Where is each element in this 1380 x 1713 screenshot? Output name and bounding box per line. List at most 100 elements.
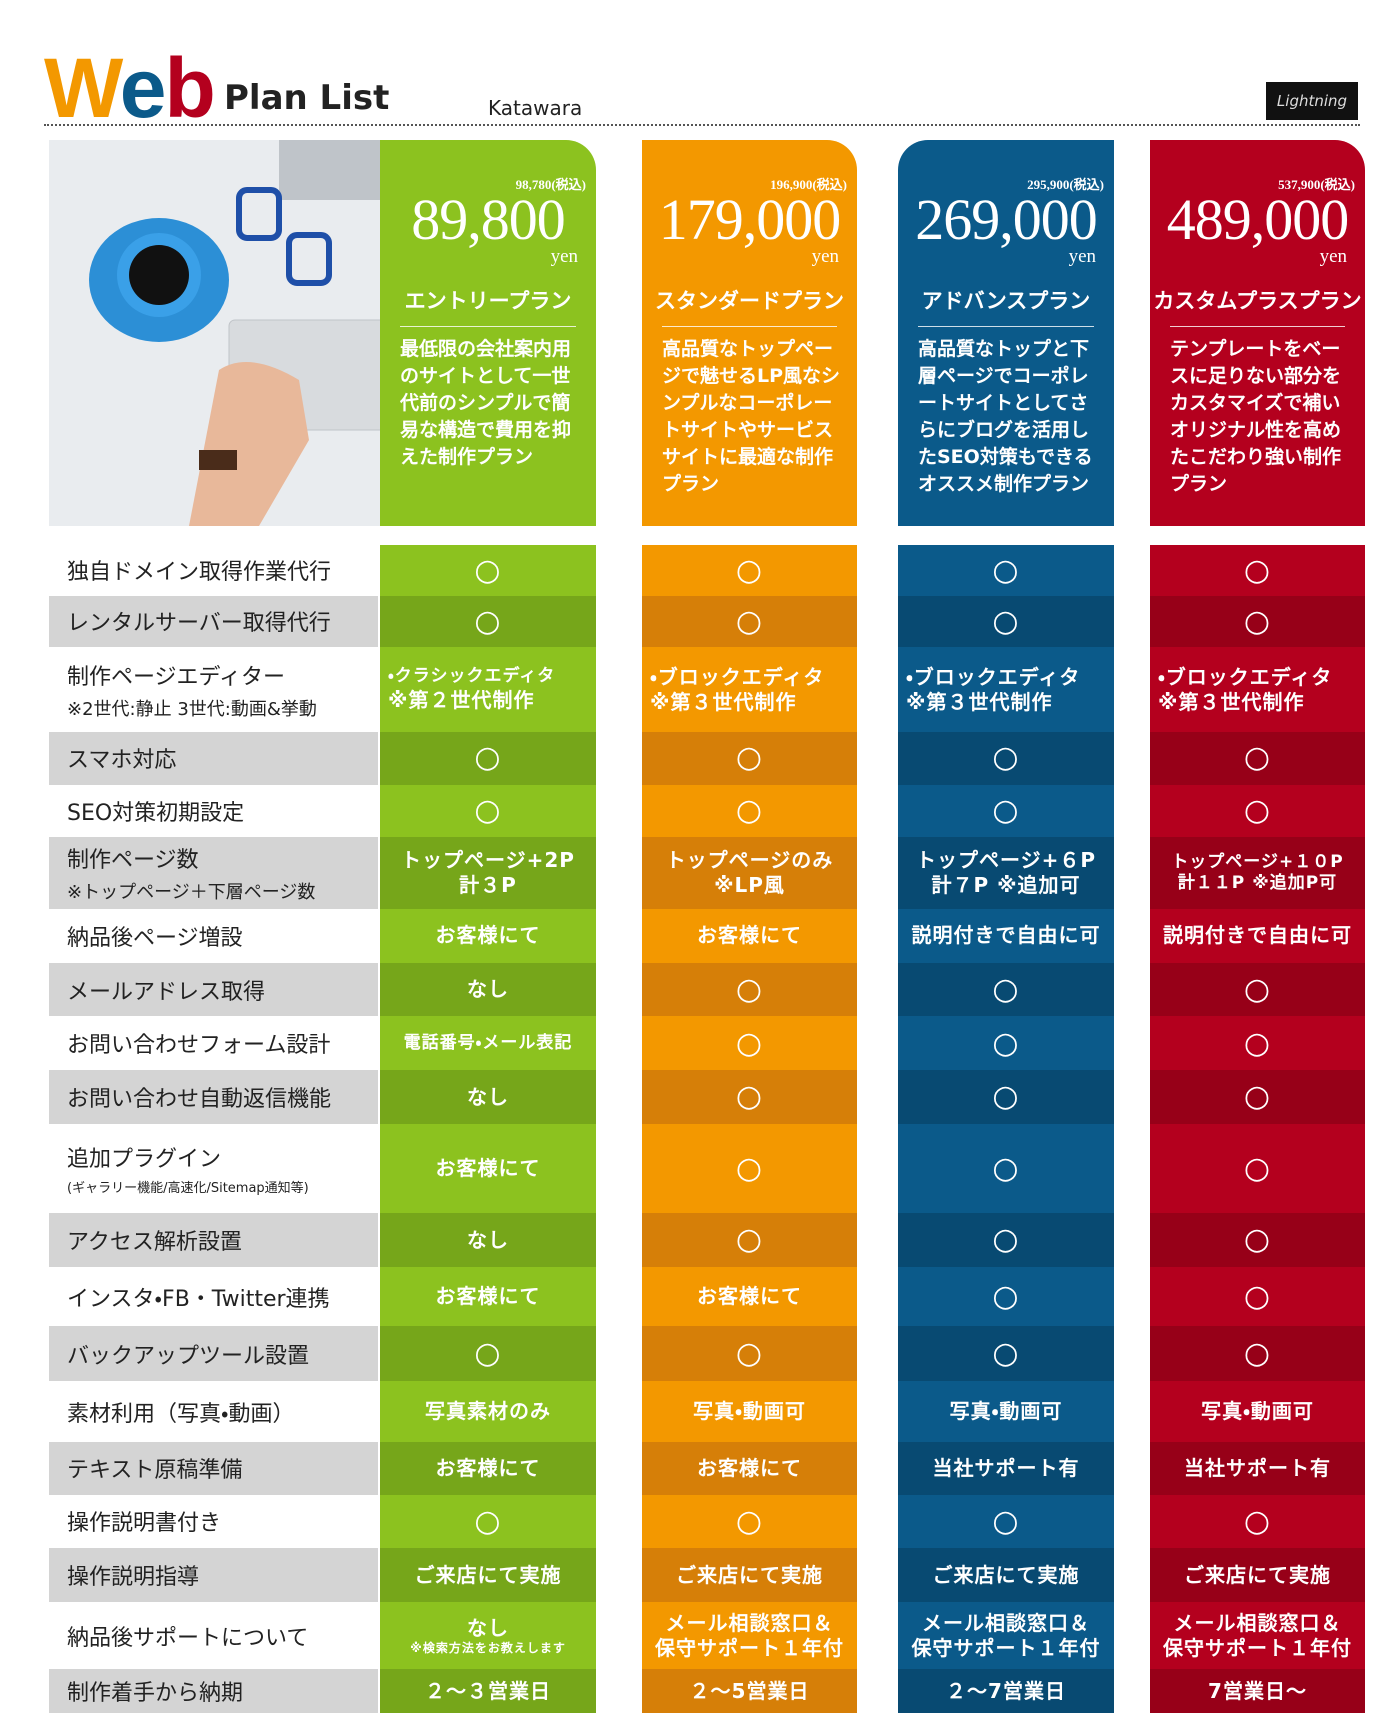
circle-mark: ○ (1243, 1025, 1272, 1061)
plan-price: 179,000 (658, 187, 842, 252)
plan-cell: お客様にて (642, 1267, 857, 1327)
plan-cell: ご来店にて実施 (642, 1548, 857, 1603)
plan-cell: お客様にて (642, 1441, 857, 1495)
circle-mark: ○ (1243, 1222, 1272, 1258)
cell-text: お客様にて (697, 1455, 802, 1480)
plan-unit: yen (1068, 246, 1096, 267)
cell-text: 写真素材のみ (425, 1399, 551, 1424)
row-label-text: 納品後サポートについて (67, 1625, 309, 1651)
plan-header: 295,900(税込) 269,000 yen アドバンスプラン 高品質なトップと下層ペ… (898, 140, 1114, 526)
plan-rule (1170, 326, 1345, 327)
plan-unit: yen (811, 246, 839, 267)
cell-text: メール相談窓口＆ (1173, 1610, 1342, 1635)
plan-cell: 説明付きで自由に可 (898, 908, 1114, 963)
plan-cell: ○ (1150, 1124, 1365, 1214)
brand: Katawara (488, 96, 583, 120)
plan-cell: お客様にて (380, 1124, 596, 1214)
cell-text: ２～３営業日 (425, 1678, 551, 1703)
row-label: 納品後ページ増設 (49, 908, 378, 963)
plan-cell: ○ (642, 1326, 857, 1382)
plan-cell: ・ブロックエディタ ※第３世代制作 (1150, 647, 1365, 732)
plan-name: アドバンスプラン (921, 289, 1091, 313)
cell-text: 保守サポート１年付 (655, 1635, 844, 1660)
circle-mark: ○ (735, 1025, 764, 1061)
cell-text: お客様にて (435, 1156, 541, 1181)
monitor (279, 140, 389, 200)
cell-text: ・ブロックエディタ (906, 664, 1081, 689)
plan-cell: ・ブロックエディタ ※第３世代制作 (642, 647, 857, 732)
cell-text: お客様にて (435, 1284, 541, 1309)
cell-text: ご来店にて実施 (1184, 1562, 1331, 1587)
plan-cell: ２～5営業日 (642, 1669, 857, 1713)
circle-mark: ○ (992, 1336, 1020, 1372)
circle-mark: ○ (735, 1150, 764, 1186)
row-note: ※2世代:静止 3世代:動画&挙動 (67, 698, 317, 720)
circle-mark: ○ (992, 1079, 1020, 1115)
plan-cell: ご来店にて実施 (1150, 1548, 1365, 1603)
plan-cell: トップページのみ ※LP風 (642, 837, 857, 909)
plan-desc: 最低限の会社案内用のサイトとして一世代前のシンプルで簡易な構造で費用を抑えた制作… (400, 338, 572, 468)
circle-mark: ○ (992, 793, 1020, 829)
cell-text: 当社サポート有 (932, 1455, 1080, 1480)
row-label: バックアップツール設置 (49, 1326, 378, 1382)
cell-text: 説明付きで自由に可 (911, 923, 1101, 948)
plan-price: 489,000 (1166, 187, 1350, 252)
divider (44, 124, 1360, 126)
cell-text: トップページのみ (665, 848, 834, 873)
circle-mark: ○ (735, 552, 764, 588)
plan-tax: 295,900(税込) (1027, 177, 1104, 192)
cell-text: メール相談窓口＆ (665, 1610, 834, 1635)
plan-cell: ○ (898, 1494, 1114, 1549)
row-label-text: 操作説明書付き (67, 1511, 222, 1537)
cell-text: 保守サポート１年付 (1163, 1635, 1352, 1660)
plan-cell: ○ (1150, 784, 1365, 838)
plan-cell: なし (380, 1213, 596, 1268)
circle-mark: ○ (1243, 971, 1272, 1007)
cell-text: トップページ+１０P (1171, 851, 1344, 872)
circle-mark: ○ (735, 1336, 764, 1372)
cell-text: なし (467, 977, 509, 1002)
plan-cell: 電話番号・メール表記 (380, 1016, 596, 1071)
plan-cell: ・ブロックエディタ ※第３世代制作 (898, 647, 1114, 732)
plan-cell: なし (380, 962, 596, 1017)
circle-mark: ○ (474, 740, 502, 776)
plan-cell: トップページ+１０P 計１１P ※追加P可 (1150, 837, 1365, 909)
row-label: テキスト原稿準備 (49, 1441, 378, 1495)
cell-text: お客様にて (697, 1284, 802, 1309)
plan-cell: ○ (898, 1326, 1114, 1382)
plan-cell: お客様にて (380, 1267, 596, 1327)
plan-header: 98,780(税込) 89,800 yen エントリープラン 最低限の会社案内用のサイト… (380, 140, 596, 526)
plan-cell: ○ (380, 784, 596, 838)
row-note: ※トップページ＋下層ページ数 (67, 882, 316, 904)
plan-tax: 537,900(税込) (1278, 177, 1355, 192)
cell-text: ※第３世代制作 (906, 689, 1053, 714)
plan-cell: ２～7営業日 (898, 1669, 1114, 1713)
cell-text: ご来店にて実施 (676, 1562, 823, 1587)
cell-text: トップページ+６P (915, 848, 1097, 873)
plan-cell: ○ (642, 545, 857, 596)
cell-text: トップページ+2P (401, 848, 575, 873)
plan-cell: ○ (1150, 1070, 1365, 1125)
coffee (129, 245, 189, 305)
title-letter: W (44, 41, 122, 135)
row-label-text: テキスト原稿準備 (67, 1458, 243, 1484)
plan-cell: ○ (642, 962, 857, 1017)
plan-cell: ○ (642, 1016, 857, 1071)
circle-mark: ○ (992, 1503, 1020, 1539)
plan-cell: ○ (642, 1213, 857, 1268)
cell-text: 電話番号・メール表記 (403, 1032, 573, 1053)
row-label: 制作ページエディター ※2世代:静止 3世代:動画&挙動 (49, 647, 378, 732)
circle-mark: ○ (1243, 1503, 1272, 1539)
circle-mark: ○ (1243, 1079, 1272, 1115)
circle-mark: ○ (735, 971, 764, 1007)
row-label: 納品後サポートについて (49, 1602, 378, 1670)
cell-text: ※第３世代制作 (650, 689, 797, 714)
circle-mark: ○ (992, 1025, 1020, 1061)
cell-text: メール相談窓口＆ (922, 1610, 1090, 1635)
plan-rule (400, 326, 576, 327)
circle-mark: ○ (992, 1278, 1020, 1314)
circle-mark: ○ (992, 603, 1020, 639)
cell-text: ※第２世代制作 (388, 687, 535, 712)
plan-rule (662, 326, 837, 327)
plan-cell: ○ (1150, 962, 1365, 1017)
